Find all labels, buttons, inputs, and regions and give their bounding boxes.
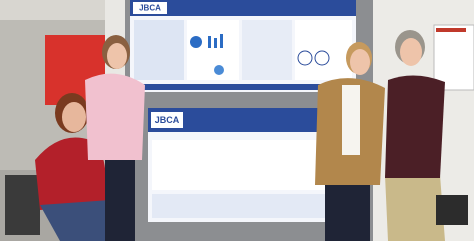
face	[400, 38, 422, 66]
photo: JBCA JBCA	[0, 0, 474, 241]
chart-bar	[208, 36, 211, 48]
face	[107, 43, 127, 69]
trousers	[105, 150, 135, 241]
chart-bar	[220, 34, 223, 48]
side-poster-header	[436, 28, 466, 32]
maroon-top	[385, 75, 445, 178]
face	[350, 49, 370, 75]
page: {"posters": [{"logo": "JBCA"}, {"logo": …	[0, 0, 474, 241]
pie-chart	[190, 36, 202, 48]
lower-logo: JBCA	[155, 115, 180, 125]
face	[62, 102, 86, 132]
bag	[436, 195, 468, 225]
chart-bar	[214, 38, 217, 48]
pie-chart	[214, 65, 224, 75]
upper-panel	[134, 20, 184, 80]
upper-panel	[187, 20, 239, 80]
chair	[5, 175, 40, 235]
pink-jacket	[85, 74, 145, 160]
upper-panel	[242, 20, 292, 80]
upper-logo: JBCA	[139, 4, 161, 13]
lower-panel	[152, 140, 327, 190]
lower-panel	[152, 194, 327, 218]
upper-panel	[295, 20, 352, 80]
white-top	[342, 85, 360, 155]
